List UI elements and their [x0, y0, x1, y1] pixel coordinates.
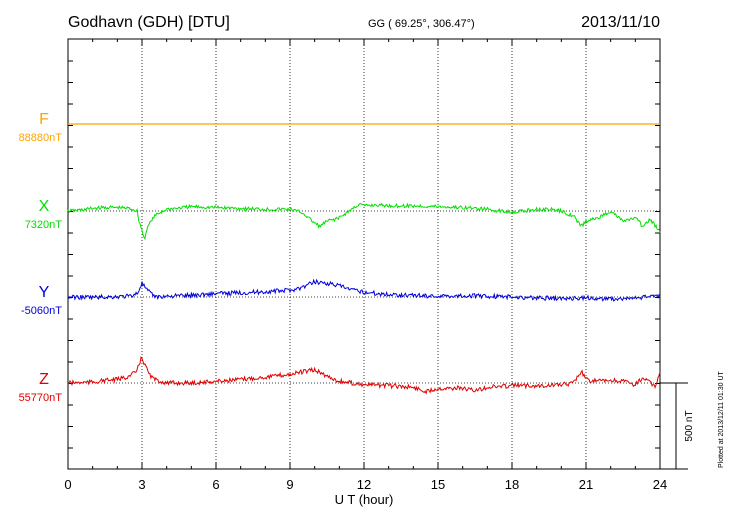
x-tick-label: 24 [653, 477, 667, 492]
series-name-Z: Z [39, 371, 49, 388]
series-name-Y: Y [39, 284, 50, 301]
plot-frame [67, 38, 661, 470]
date-label: 2013/11/10 [581, 14, 660, 31]
x-ticks: 0 3 6 9 12 15 18 21 24 [64, 39, 667, 492]
series-baseline-F: 88880nT [19, 132, 63, 144]
grid [68, 39, 660, 469]
x-tick-label: 9 [286, 477, 293, 492]
series-name-X: X [39, 198, 50, 215]
x-tick-label: 0 [64, 477, 71, 492]
coords-label: GG ( 69.25°, 306.47°) [368, 18, 475, 30]
x-tick-label: 3 [138, 477, 145, 492]
series-baseline-X: 7320nT [25, 219, 63, 231]
series-group [67, 123, 661, 395]
series-line-Y [67, 278, 661, 302]
x-axis-label: U T (hour) [335, 492, 394, 507]
x-tick-label: 21 [579, 477, 593, 492]
series-line-X [67, 202, 661, 241]
x-tick-label: 6 [212, 477, 219, 492]
series-baseline-Z: 55770nT [19, 392, 63, 404]
plotted-timestamp: Plotted at 2013/12/11 01:30 UT [718, 371, 725, 468]
scale-bar-label: 500 nT [684, 410, 695, 441]
series-name-F: F [39, 111, 49, 128]
x-tick-label: 12 [357, 477, 371, 492]
series-labels: F 88880nT X 7320nT Y -5060nT Z 55770nT [19, 111, 63, 404]
y-ticks [68, 60, 660, 449]
series-line-Z [67, 355, 661, 395]
x-tick-label: 18 [505, 477, 519, 492]
station-title: Godhavn (GDH) [DTU] [68, 14, 230, 31]
series-baseline-Y: -5060nT [21, 305, 62, 317]
x-tick-label: 15 [431, 477, 445, 492]
